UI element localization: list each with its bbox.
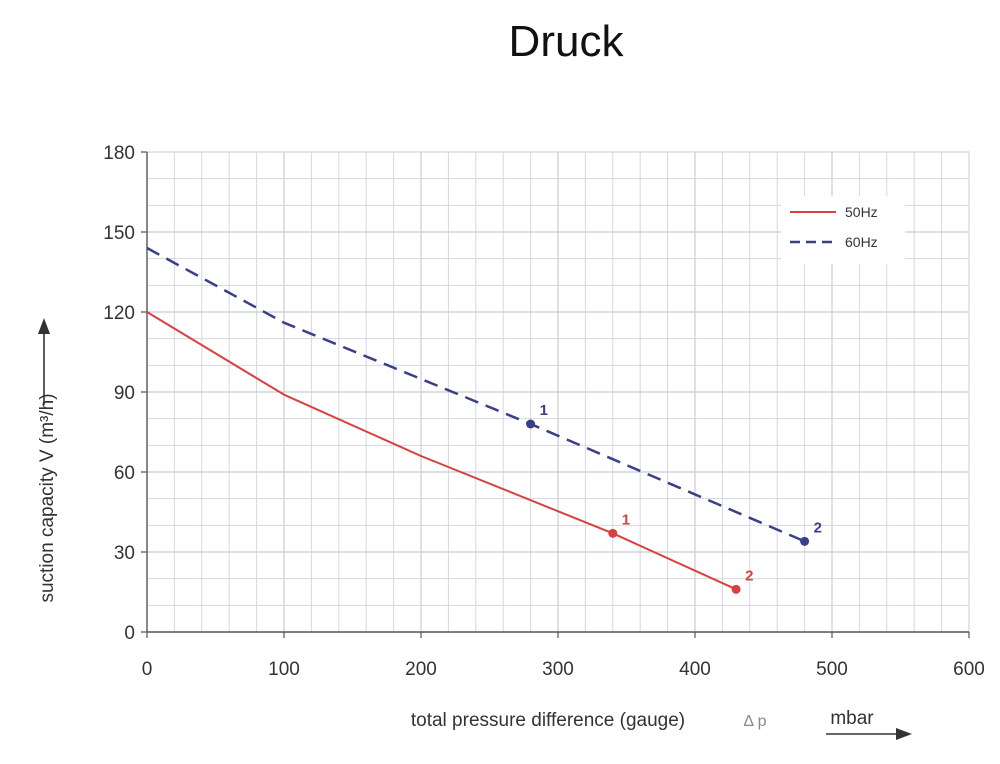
x-tick-label: 0 [142,659,153,680]
x-axis-label: total pressure difference (gauge) [411,710,685,731]
point-label-60hz-2: 2 [814,519,822,536]
series-line-50hz [146,311,737,591]
point-label-50hz-2: 2 [745,567,753,584]
data-point-60hz-1 [526,419,536,429]
x-tick-label: 300 [542,659,574,680]
legend-label-50hz: 50Hz [845,204,878,220]
data-point-50hz-2 [731,584,741,594]
legend-box [781,196,905,264]
x-tick-label: 200 [405,659,437,680]
series: 1 2 1 2 [146,246,822,594]
x-axis-unit: mbar [830,708,874,729]
legend: 50Hz 60Hz [781,196,905,264]
y-tick-label: 0 [124,623,135,644]
y-axis-label: suction capacity V (m³/h) [37,393,58,602]
series-line-60hz [146,246,806,543]
x-tick-label: 100 [268,659,300,680]
data-point-50hz-1 [608,528,618,538]
x-axis-arrow [826,728,912,740]
legend-label-60hz: 60Hz [845,234,878,250]
y-tick-label: 150 [103,223,135,244]
axis-ticks: 0 30 60 90 120 150 180 0 100 200 300 400 500 600 [103,143,985,680]
x-tick-label: 500 [816,659,848,680]
y-tick-label: 90 [114,383,135,404]
x-tick-label: 600 [953,659,985,680]
y-axis-arrow [38,318,50,405]
chart-title: Druck [509,17,625,66]
y-tick-label: 120 [103,303,135,324]
data-point-60hz-2 [800,536,810,546]
x-axis-symbol: Δ p [743,713,766,730]
point-label-60hz-1: 1 [540,402,548,419]
y-tick-label: 30 [114,543,135,564]
point-label-50hz-1: 1 [622,511,630,528]
y-tick-label: 180 [103,143,135,164]
x-tick-label: 400 [679,659,711,680]
y-tick-label: 60 [114,463,135,484]
